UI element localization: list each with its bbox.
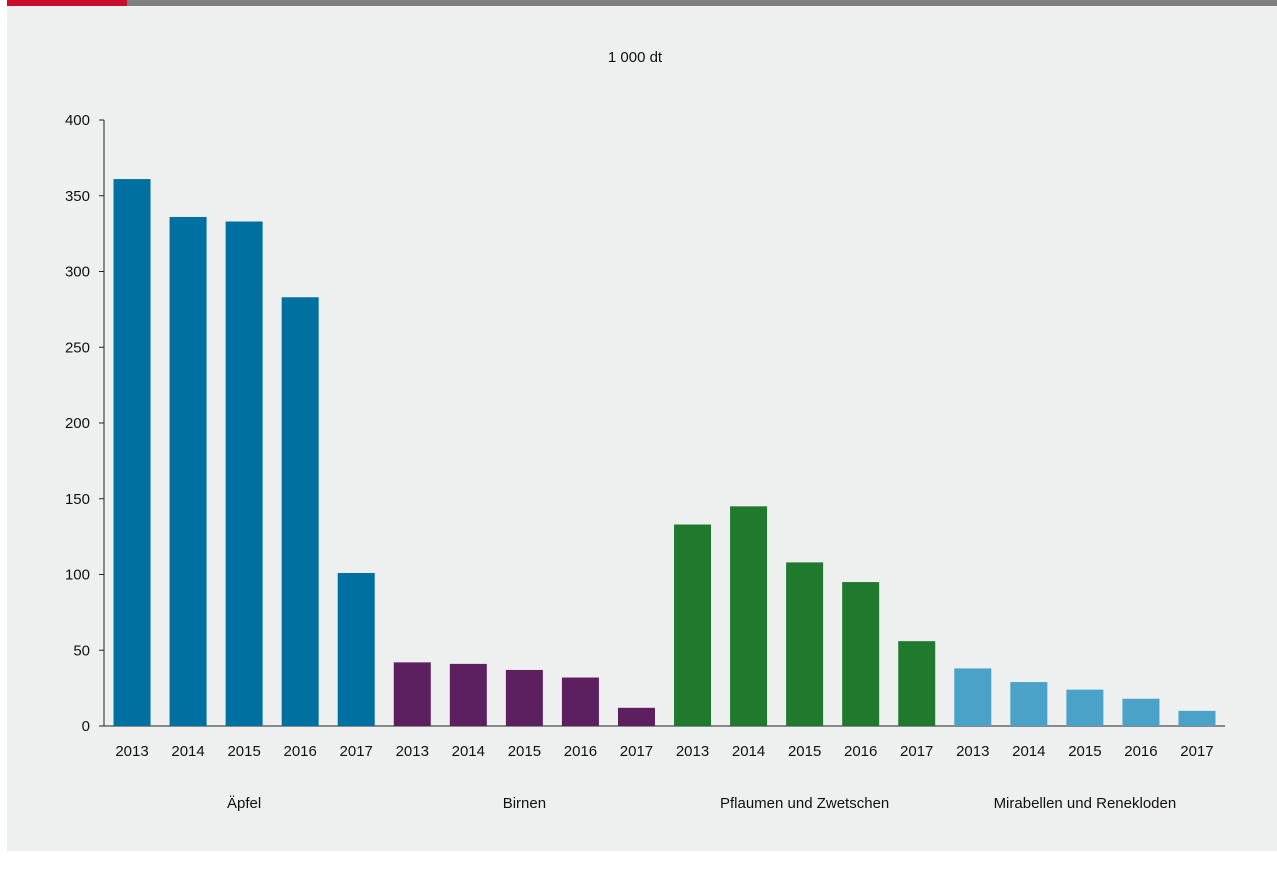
bar	[169, 216, 207, 726]
group-label: Äpfel	[227, 795, 261, 812]
group-label: Mirabellen und Renekloden	[994, 795, 1177, 812]
bar	[281, 297, 319, 726]
bars	[113, 179, 1216, 726]
bar	[617, 707, 655, 726]
chart-frame: 1 000 dt 0 50 100 150 200 250 300 350 400 2013 201…	[7, 0, 1277, 877]
x-tick-label: 2016	[283, 743, 316, 760]
x-tick-label: 2016	[844, 743, 877, 760]
x-tick-label: 2013	[396, 743, 429, 760]
x-tick-label: 2013	[115, 743, 148, 760]
x-tick-label: 2013	[956, 743, 989, 760]
y-tick-label: 300	[65, 264, 90, 281]
x-tick-label: 2014	[452, 743, 485, 760]
bar	[1066, 689, 1104, 726]
bar	[842, 582, 880, 726]
bar	[561, 677, 599, 726]
x-tick-label: 2014	[171, 743, 204, 760]
x-tick-label: 2015	[1068, 743, 1101, 760]
bar	[898, 641, 936, 726]
axis-labels: 0 50 100 150 200 250 300 350 400 2013 2014 2015 2016…	[65, 112, 1214, 812]
bar	[113, 179, 151, 726]
top-accent-bar	[7, 0, 127, 6]
bar	[674, 524, 712, 726]
group-label: Birnen	[503, 795, 546, 812]
x-tick-label: 2015	[508, 743, 541, 760]
y-tick-label: 400	[65, 112, 90, 129]
bar	[1010, 682, 1048, 726]
y-tick-label: 100	[65, 567, 90, 584]
y-tick-label: 250	[65, 339, 90, 356]
bar	[505, 669, 543, 726]
x-tick-label: 2016	[564, 743, 597, 760]
y-tick-label: 350	[65, 188, 90, 205]
chart-panel: 1 000 dt 0 50 100 150 200 250 300 350 400 2013 201…	[7, 6, 1277, 851]
x-tick-label: 2017	[1180, 743, 1213, 760]
x-tick-label: 2015	[227, 743, 260, 760]
x-tick-label: 2017	[340, 743, 373, 760]
bar	[1122, 698, 1160, 726]
bar	[225, 221, 263, 726]
bar	[337, 572, 375, 726]
bar	[730, 506, 768, 726]
bar	[954, 668, 992, 726]
x-tick-label: 2017	[620, 743, 653, 760]
y-tick-label: 200	[65, 415, 90, 432]
x-tick-label: 2014	[732, 743, 765, 760]
bar	[393, 662, 431, 726]
bar	[449, 663, 487, 726]
bar-chart: 1 000 dt 0 50 100 150 200 250 300 350 400 2013 201…	[65, 49, 1225, 812]
y-tick-label: 50	[73, 642, 90, 659]
x-tick-label: 2015	[788, 743, 821, 760]
x-tick-label: 2014	[1012, 743, 1045, 760]
group-label: Pflaumen und Zwetschen	[720, 795, 889, 812]
top-rule	[127, 0, 1277, 6]
x-tick-label: 2017	[900, 743, 933, 760]
axes	[99, 119, 1225, 727]
y-tick-label: 150	[65, 491, 90, 508]
unit-label: 1 000 dt	[608, 49, 663, 66]
x-tick-label: 2013	[676, 743, 709, 760]
bar	[786, 562, 824, 726]
y-tick-label: 0	[82, 718, 90, 735]
x-tick-label: 2016	[1124, 743, 1157, 760]
bar	[1178, 710, 1216, 726]
